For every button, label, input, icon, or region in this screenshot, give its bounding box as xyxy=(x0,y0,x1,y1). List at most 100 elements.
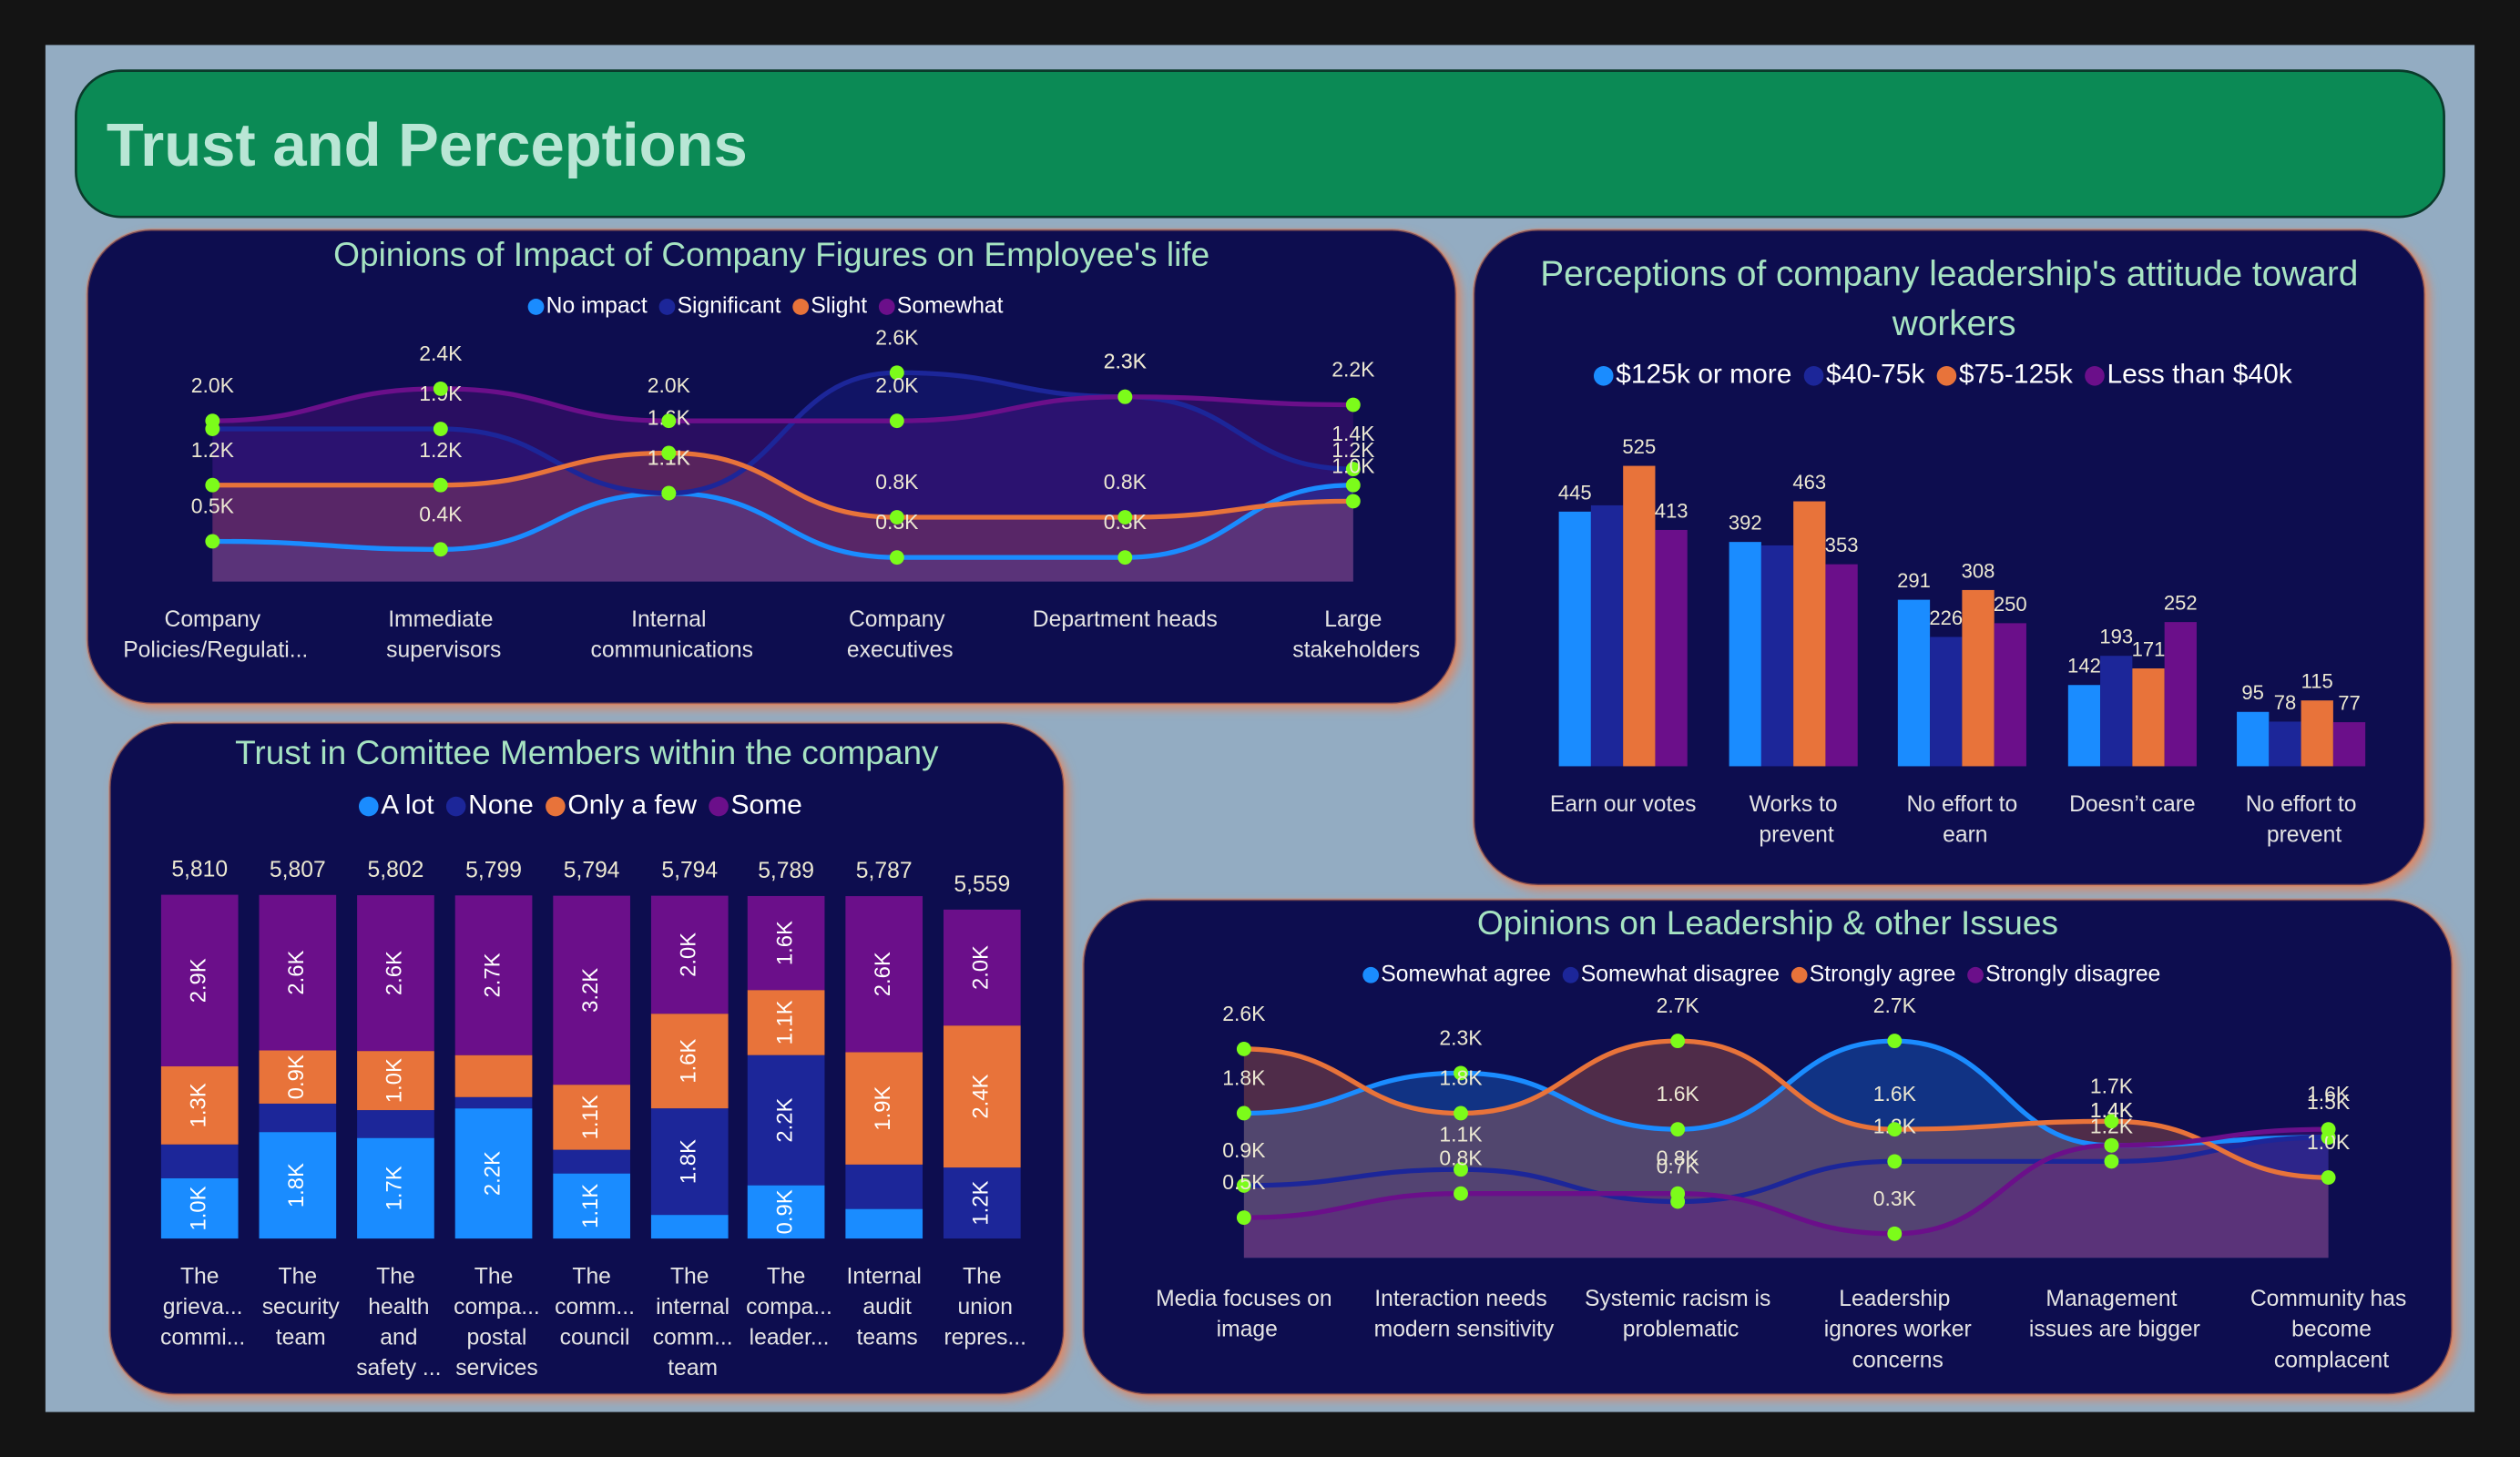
data-label: 2.4K xyxy=(969,1075,994,1119)
bar-segment xyxy=(454,1108,533,1239)
point xyxy=(889,365,904,381)
data-label: 78 xyxy=(2274,691,2297,714)
legend-label: Strongly disagree xyxy=(1985,962,2160,986)
data-label: 1.0K xyxy=(383,1058,407,1103)
legend-marker xyxy=(1936,365,1957,386)
x-tick-label: No effort to earn xyxy=(1907,791,2018,847)
data-label: 2.0K xyxy=(191,373,235,397)
legend-label: $75-125k xyxy=(1959,360,2074,390)
data-label: 0.5K xyxy=(1222,1170,1266,1194)
point xyxy=(1454,1162,1468,1177)
line xyxy=(1243,1038,2329,1180)
point xyxy=(205,413,220,429)
legend-label: $125k or more xyxy=(1616,360,1791,390)
data-label: 1.5K xyxy=(2307,1090,2351,1114)
x-tick-label: No effort to prevent xyxy=(2246,791,2357,847)
x-tick-label: Works to prevent xyxy=(1750,791,1838,847)
point xyxy=(1345,397,1361,413)
data-label: 1.4K xyxy=(2090,1098,2134,1122)
legend-marker xyxy=(445,796,466,817)
bar xyxy=(1729,542,1761,767)
point xyxy=(1117,389,1133,404)
point xyxy=(1236,1105,1251,1121)
data-label: 392 xyxy=(1729,512,1762,535)
legend-marker xyxy=(658,299,676,315)
area xyxy=(1243,1041,2329,1258)
point xyxy=(1887,1122,1903,1137)
bar-segment xyxy=(650,1215,729,1239)
legend-label: None xyxy=(468,790,534,820)
bar-segment xyxy=(160,1144,239,1178)
data-label: 2.0K xyxy=(875,373,919,397)
bar xyxy=(1760,545,1794,767)
total-label: 5,802 xyxy=(368,858,424,882)
bar-segment xyxy=(454,895,533,1055)
legend-label: Some xyxy=(731,790,802,820)
legend-label: Slight xyxy=(811,293,867,318)
point xyxy=(1454,1065,1468,1081)
data-label: 95 xyxy=(2241,681,2264,704)
bar-segment xyxy=(454,1055,533,1097)
x-tick-label: Large stakeholders xyxy=(1286,606,1420,662)
point xyxy=(1887,1034,1903,1049)
point xyxy=(889,413,904,429)
area xyxy=(212,372,1353,582)
data-label: 1.9K xyxy=(871,1086,895,1131)
bar-segment xyxy=(357,1110,434,1138)
bar-segment xyxy=(845,1164,923,1209)
bar-segment xyxy=(454,1096,533,1109)
data-label: 2.0K xyxy=(677,932,701,977)
area xyxy=(1243,1041,2329,1258)
data-label: 1.2K xyxy=(419,438,463,462)
bar xyxy=(2164,622,2197,767)
page-title: Trust and Perceptions xyxy=(107,111,748,179)
x-tick-label: Company executives xyxy=(841,606,954,662)
data-label: 252 xyxy=(2164,592,2198,615)
legend-label: Less than $40k xyxy=(2107,360,2292,390)
data-label: 2.2K xyxy=(1331,358,1375,382)
bar xyxy=(2132,668,2165,767)
bar-segment xyxy=(845,1208,923,1239)
point xyxy=(1670,1186,1686,1201)
data-label: 2.3K xyxy=(1104,350,1148,373)
bar-segment xyxy=(943,909,1021,1026)
bar-segment xyxy=(357,1137,434,1239)
point xyxy=(1345,462,1361,477)
point xyxy=(433,422,448,436)
legend-marker xyxy=(1362,966,1380,983)
data-label: 308 xyxy=(1962,559,1995,582)
data-label: 353 xyxy=(1825,534,1859,556)
bar xyxy=(1897,599,1931,767)
total-label: 5,559 xyxy=(954,872,1010,897)
legend-label: Somewhat xyxy=(897,293,1004,318)
x-tick-label: The compa... leader... xyxy=(740,1264,832,1350)
total-label: 5,794 xyxy=(564,859,620,883)
bar-segment xyxy=(553,1173,630,1239)
legend-label: No impact xyxy=(546,293,648,318)
legend-marker xyxy=(878,299,895,315)
data-label: 0.5K xyxy=(191,494,235,518)
bar-segment xyxy=(747,1185,825,1239)
x-tick-label: Leadership ignores worker concerns xyxy=(1818,1287,1972,1372)
data-label: 1.7K xyxy=(383,1166,407,1210)
bar xyxy=(2067,685,2101,767)
x-tick-label: The compa... postal services xyxy=(447,1264,540,1381)
data-label: 1.6K xyxy=(2307,1082,2351,1105)
data-label: 2.0K xyxy=(969,945,994,990)
bar-segment xyxy=(160,894,239,1067)
data-label: 1.1K xyxy=(578,1095,603,1139)
bar-segment xyxy=(747,895,825,991)
x-tick-label: Systemic racism is problematic xyxy=(1585,1287,1770,1342)
point xyxy=(1117,510,1133,525)
legend-marker xyxy=(1803,365,1824,386)
data-label: 0.3K xyxy=(1873,1187,1917,1210)
bar xyxy=(1825,564,1858,767)
data-label: 2.7K xyxy=(480,953,505,997)
data-label: 1.2K xyxy=(191,438,235,462)
bar-segment xyxy=(553,1149,630,1174)
x-tick-label: Earn our votes xyxy=(1550,791,1697,816)
chart-title: Opinions on Leadership & other Issues xyxy=(1477,903,2058,942)
point xyxy=(1236,1041,1251,1056)
x-tick-label: Immediate supervisors xyxy=(380,606,501,662)
data-label: 2.7K xyxy=(1657,993,1700,1017)
